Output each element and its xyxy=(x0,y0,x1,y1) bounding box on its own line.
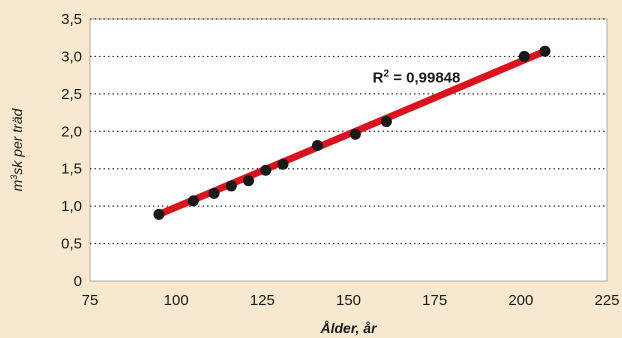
x-axis-title: Ålder, år xyxy=(319,320,378,336)
x-tick-label: 150 xyxy=(336,292,361,309)
data-point xyxy=(349,128,361,140)
y-tick-label: 2,5 xyxy=(61,86,82,103)
data-point xyxy=(539,45,551,57)
x-tick-label: 200 xyxy=(508,292,533,309)
y-tick-label: 1,0 xyxy=(61,198,82,215)
data-point xyxy=(277,158,289,170)
y-tick-label: 3,5 xyxy=(61,11,82,28)
data-point xyxy=(380,116,392,128)
data-point xyxy=(225,180,237,192)
data-point xyxy=(311,140,323,152)
data-point xyxy=(260,164,272,176)
y-tick-label: 0,5 xyxy=(61,236,82,253)
data-point xyxy=(153,208,165,220)
x-tick-labels: 75 100 125 150 175 200 225 xyxy=(82,292,620,309)
data-point xyxy=(243,175,255,187)
data-point xyxy=(187,195,199,207)
y-tick-label: 0 xyxy=(74,273,82,290)
data-point xyxy=(518,50,530,62)
data-points xyxy=(153,45,551,220)
y-tick-labels: 0 0,5 1,0 1,5 2,0 2,5 3,0 3,5 xyxy=(61,11,82,290)
data-point xyxy=(208,187,220,199)
y-axis-title: m3sk per träd xyxy=(9,107,25,191)
r-squared-annotation: R2 = 0,99848 xyxy=(373,69,461,87)
x-tick-label: 175 xyxy=(422,292,447,309)
y-tick-label: 3,0 xyxy=(61,48,82,65)
x-tick-label: 125 xyxy=(250,292,275,309)
y-tick-label: 2,0 xyxy=(61,123,82,140)
x-tick-label: 225 xyxy=(594,292,619,309)
x-tick-label: 75 xyxy=(82,292,99,309)
y-tick-label: 1,5 xyxy=(61,161,82,178)
x-tick-label: 100 xyxy=(164,292,189,309)
